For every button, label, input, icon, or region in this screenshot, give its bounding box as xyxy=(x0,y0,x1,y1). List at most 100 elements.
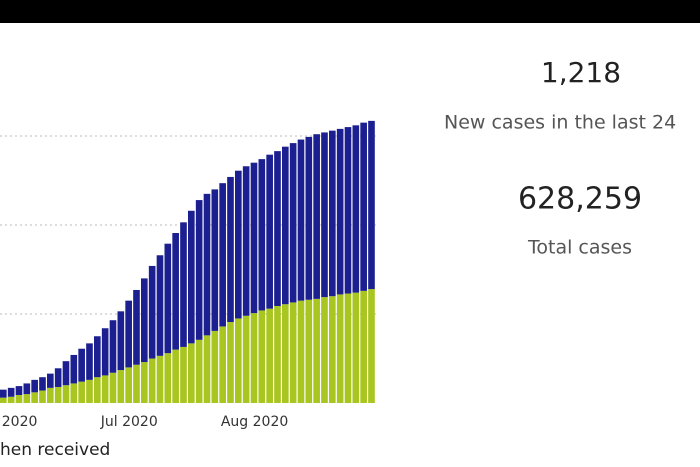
bar-segment xyxy=(31,379,38,393)
bar-segment xyxy=(156,255,164,356)
bar-segment xyxy=(360,122,367,291)
bar-segment xyxy=(360,290,367,403)
bar-segment xyxy=(305,299,313,403)
bar-segment xyxy=(258,159,266,311)
bar-segment xyxy=(70,383,78,403)
bar-segment xyxy=(101,375,109,403)
bar-segment xyxy=(313,298,320,403)
caption: hen received xyxy=(0,440,110,460)
bar-segment xyxy=(47,373,54,388)
kpi-value: 628,259 xyxy=(518,182,642,217)
bar-segment xyxy=(336,294,344,403)
bar-segment xyxy=(0,389,7,398)
kpi-label: New cases in the last 24 xyxy=(444,112,676,134)
bar-segment xyxy=(235,170,242,319)
bar-segment xyxy=(344,293,352,403)
bar-segment xyxy=(109,320,117,373)
bar-segment xyxy=(31,392,38,403)
bar-segment xyxy=(297,139,305,301)
bar-segment xyxy=(117,370,125,403)
bar-segment xyxy=(203,193,211,336)
bar-segment xyxy=(78,348,85,382)
bar-segment xyxy=(250,313,258,403)
bar-segment xyxy=(195,200,203,340)
bar-segment xyxy=(148,265,156,359)
bar-segment xyxy=(172,233,179,350)
bar-segment xyxy=(0,397,7,403)
bar-segment xyxy=(321,132,328,298)
bar-segment xyxy=(203,335,211,403)
bar-segment xyxy=(101,328,109,376)
bar-segment xyxy=(329,130,336,297)
bar-segment xyxy=(211,189,219,331)
bar-segment xyxy=(23,383,31,395)
bar-segment xyxy=(133,289,140,365)
bar-segment xyxy=(164,243,172,354)
bar-segment xyxy=(321,297,328,403)
bar-segment xyxy=(86,343,93,380)
bar-segment xyxy=(282,146,289,305)
bar-segment xyxy=(195,339,203,403)
bar-segment xyxy=(258,310,266,403)
bar-segment xyxy=(141,362,148,403)
bar-segment xyxy=(180,346,187,403)
bar-segment xyxy=(274,151,281,306)
bar-segment xyxy=(54,386,62,403)
bar-segment xyxy=(141,278,148,363)
bar-segment xyxy=(289,302,297,403)
bar-segment xyxy=(180,222,187,347)
x-tick-label: 2020 xyxy=(2,414,38,430)
bar-segment xyxy=(117,311,125,371)
bar-segment xyxy=(94,336,101,378)
bar-segment xyxy=(156,355,164,403)
bar-segment xyxy=(266,308,273,403)
bar-segment xyxy=(235,318,242,403)
bar-segment xyxy=(274,305,281,403)
bar-segment xyxy=(15,386,23,395)
bar-segment xyxy=(282,304,289,403)
bar-segment xyxy=(47,387,54,403)
bar-segment xyxy=(211,330,219,403)
bar-segment xyxy=(219,183,226,327)
bar-segment xyxy=(227,176,234,323)
bar-segment xyxy=(133,364,140,403)
bar-segment xyxy=(125,300,132,368)
top-bar xyxy=(0,0,700,23)
bar-segment xyxy=(109,372,117,403)
bar-segment xyxy=(227,322,234,403)
bar-segment xyxy=(54,368,62,387)
bar-segment xyxy=(188,210,195,344)
bar-segment xyxy=(148,358,156,403)
bar-segment xyxy=(368,289,375,403)
bar-segment xyxy=(7,396,15,403)
bar-segment xyxy=(62,385,70,403)
bar-segment xyxy=(305,136,313,300)
bar-segment xyxy=(7,387,15,397)
bar-segment xyxy=(62,361,70,386)
bar-segment xyxy=(86,379,93,403)
x-tick-label: Aug 2020 xyxy=(221,414,288,430)
bar-segment xyxy=(94,377,101,403)
bar-segment xyxy=(242,315,250,403)
bar-segment xyxy=(266,154,273,309)
bar-segment xyxy=(23,394,31,403)
bar-segment xyxy=(336,128,344,295)
bar-segment xyxy=(78,381,85,403)
bar-segment xyxy=(125,367,132,403)
bar-segment xyxy=(219,326,226,403)
bar-segment xyxy=(70,354,78,384)
bar-segment xyxy=(289,143,297,303)
bar-segment xyxy=(39,377,46,391)
bar-segment xyxy=(188,343,195,403)
bar-segment xyxy=(313,134,320,299)
bar-segment xyxy=(344,127,352,294)
bar-segment xyxy=(172,349,179,403)
kpi-label: Total cases xyxy=(527,237,632,259)
bar-segment xyxy=(242,166,250,316)
bar-segment xyxy=(352,125,360,293)
bar-segment xyxy=(15,394,23,403)
kpi-value: 1,218 xyxy=(541,56,621,89)
bar-segment xyxy=(352,292,360,403)
bar-segment xyxy=(164,353,172,403)
